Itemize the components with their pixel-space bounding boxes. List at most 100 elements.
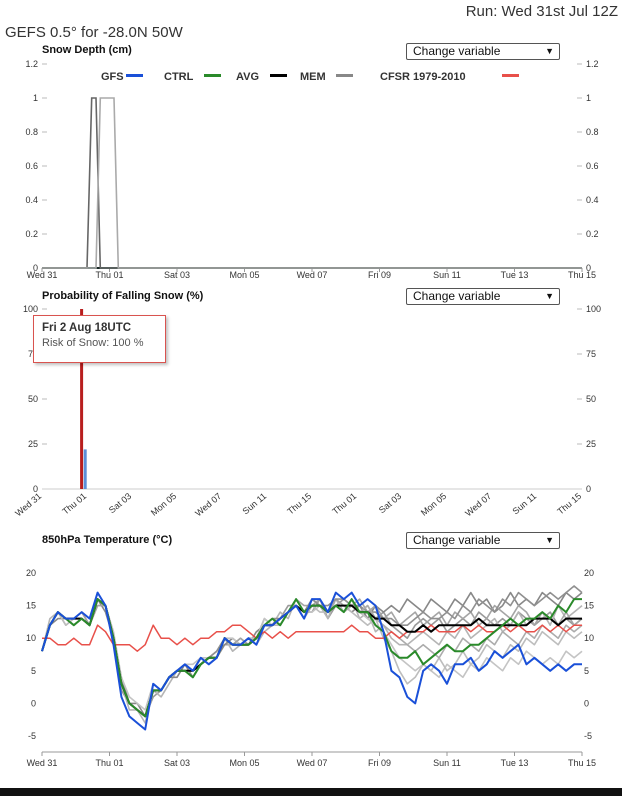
x-tick-label: Thu 01 — [95, 270, 123, 280]
x-tick-label: Wed 31 — [27, 270, 58, 280]
legend-label: MEM — [300, 71, 326, 83]
legend-label: CFSR 1979-2010 — [380, 71, 466, 83]
snow-probability-title: Probability of Falling Snow (%) — [42, 290, 204, 302]
x-tick-label: Wed 07 — [297, 270, 328, 280]
y-tick-label: 0.4 — [586, 195, 599, 205]
temperature-title: 850hPa Temperature (°C) — [42, 534, 173, 546]
snow-depth-variable-select[interactable]: Change variable ▼ — [406, 43, 560, 60]
x-tick-label: Sun 11 — [511, 491, 539, 517]
x-tick-label: Thu 01 — [330, 491, 358, 517]
x-tick-label: Fri 09 — [368, 270, 391, 280]
tooltip-risk: Risk of Snow: 100 % — [42, 337, 144, 349]
y-tick-label: 15 — [584, 601, 594, 611]
chevron-down-icon: ▼ — [545, 46, 554, 56]
x-tick-label: Sat 03 — [377, 491, 403, 515]
y-tick-label: 5 — [31, 666, 36, 676]
y-tick-label: 100 — [23, 304, 38, 314]
y-tick-label: 50 — [28, 394, 38, 404]
variable-select-label: Change variable — [413, 289, 501, 303]
x-tick-label: Sat 03 — [164, 758, 190, 768]
legend-label: AVG — [236, 71, 259, 83]
y-tick-label: 0 — [33, 484, 38, 494]
series-line — [41, 591, 582, 731]
probability-bar — [80, 309, 84, 489]
legend-label: CTRL — [164, 71, 194, 83]
probability-bar — [83, 449, 87, 489]
temperature-variable-select[interactable]: Change variable ▼ — [406, 532, 560, 549]
y-tick-label: 0.6 — [25, 161, 38, 171]
y-tick-label: -5 — [28, 731, 36, 741]
x-tick-label: Sat 03 — [107, 491, 133, 515]
x-tick-label: Mon 05 — [419, 491, 448, 518]
x-tick-label: Mon 05 — [149, 491, 178, 518]
y-tick-label: 0 — [33, 263, 38, 273]
y-tick-label: 0 — [586, 263, 591, 273]
y-tick-label: 0 — [584, 698, 589, 708]
series-line — [41, 598, 582, 718]
legend-label: GFS — [101, 71, 124, 83]
y-tick-label: 10 — [584, 633, 594, 643]
y-tick-label: 0.2 — [586, 229, 599, 239]
series-line — [42, 97, 582, 269]
x-tick-label: Mon 05 — [229, 270, 259, 280]
y-tick-label: 0.2 — [25, 229, 38, 239]
y-tick-label: 0 — [586, 484, 591, 494]
y-tick-label: 75 — [28, 349, 38, 359]
x-tick-label: Thu 15 — [285, 491, 313, 517]
x-tick-label: Wed 07 — [193, 491, 223, 518]
x-tick-label: Tue 13 — [501, 758, 529, 768]
run-label: Run: Wed 31st Jul 12Z — [465, 3, 618, 20]
legend-swatch — [270, 74, 287, 77]
legend-swatch — [126, 74, 143, 77]
chevron-down-icon: ▼ — [545, 291, 554, 301]
variable-select-label: Change variable — [413, 44, 501, 58]
chart-tooltip: Fri 2 Aug 18UTC Risk of Snow: 100 % — [33, 315, 166, 363]
variable-select-label: Change variable — [413, 533, 501, 547]
y-tick-label: 100 — [586, 304, 601, 314]
legend-swatch — [336, 74, 353, 77]
x-tick-label: Thu 15 — [568, 758, 596, 768]
x-tick-label: Mon 05 — [229, 758, 259, 768]
x-tick-label: Thu 15 — [568, 270, 596, 280]
snow-depth-title: Snow Depth (cm) — [42, 44, 132, 56]
x-tick-label: Sun 11 — [433, 270, 461, 280]
location-title: GEFS 0.5° for -28.0N 50W — [5, 24, 183, 41]
legend-swatch — [502, 74, 519, 77]
y-tick-label: 0.4 — [25, 195, 38, 205]
x-tick-label: Wed 07 — [463, 491, 493, 518]
y-tick-label: -5 — [584, 731, 592, 741]
series-line — [42, 624, 582, 652]
tooltip-date: Fri 2 Aug 18UTC — [42, 322, 132, 334]
x-tick-label: Fri 09 — [368, 758, 391, 768]
y-tick-label: 50 — [586, 394, 596, 404]
x-tick-label: Sat 03 — [164, 270, 190, 280]
y-tick-label: 1.2 — [25, 59, 38, 69]
chevron-down-icon: ▼ — [545, 535, 554, 545]
x-tick-label: Sun 11 — [241, 491, 269, 517]
x-tick-label: Thu 01 — [95, 758, 123, 768]
x-tick-label: Tue 13 — [501, 270, 529, 280]
x-tick-label: Sun 11 — [433, 758, 461, 768]
x-tick-label: Wed 31 — [27, 758, 58, 768]
y-tick-label: 0.6 — [586, 161, 599, 171]
member-line — [41, 598, 583, 724]
x-tick-label: Thu 15 — [555, 491, 583, 517]
y-tick-label: 15 — [26, 601, 36, 611]
x-tick-label: Thu 01 — [60, 491, 88, 517]
y-tick-label: 25 — [586, 439, 596, 449]
x-tick-label: Wed 31 — [13, 491, 43, 518]
member-line — [41, 598, 583, 711]
snow-probability-variable-select[interactable]: Change variable ▼ — [406, 288, 560, 305]
y-tick-label: 75 — [586, 349, 596, 359]
series-line — [42, 97, 582, 269]
y-tick-label: 25 — [28, 439, 38, 449]
bottom-bar — [0, 788, 622, 796]
y-tick-label: 20 — [26, 568, 36, 578]
y-tick-label: 0.8 — [586, 127, 599, 137]
y-tick-label: 1.2 — [586, 59, 599, 69]
y-tick-label: 0 — [31, 698, 36, 708]
legend-swatch — [204, 74, 221, 77]
y-tick-label: 1 — [586, 93, 591, 103]
y-tick-label: 0.8 — [25, 127, 38, 137]
